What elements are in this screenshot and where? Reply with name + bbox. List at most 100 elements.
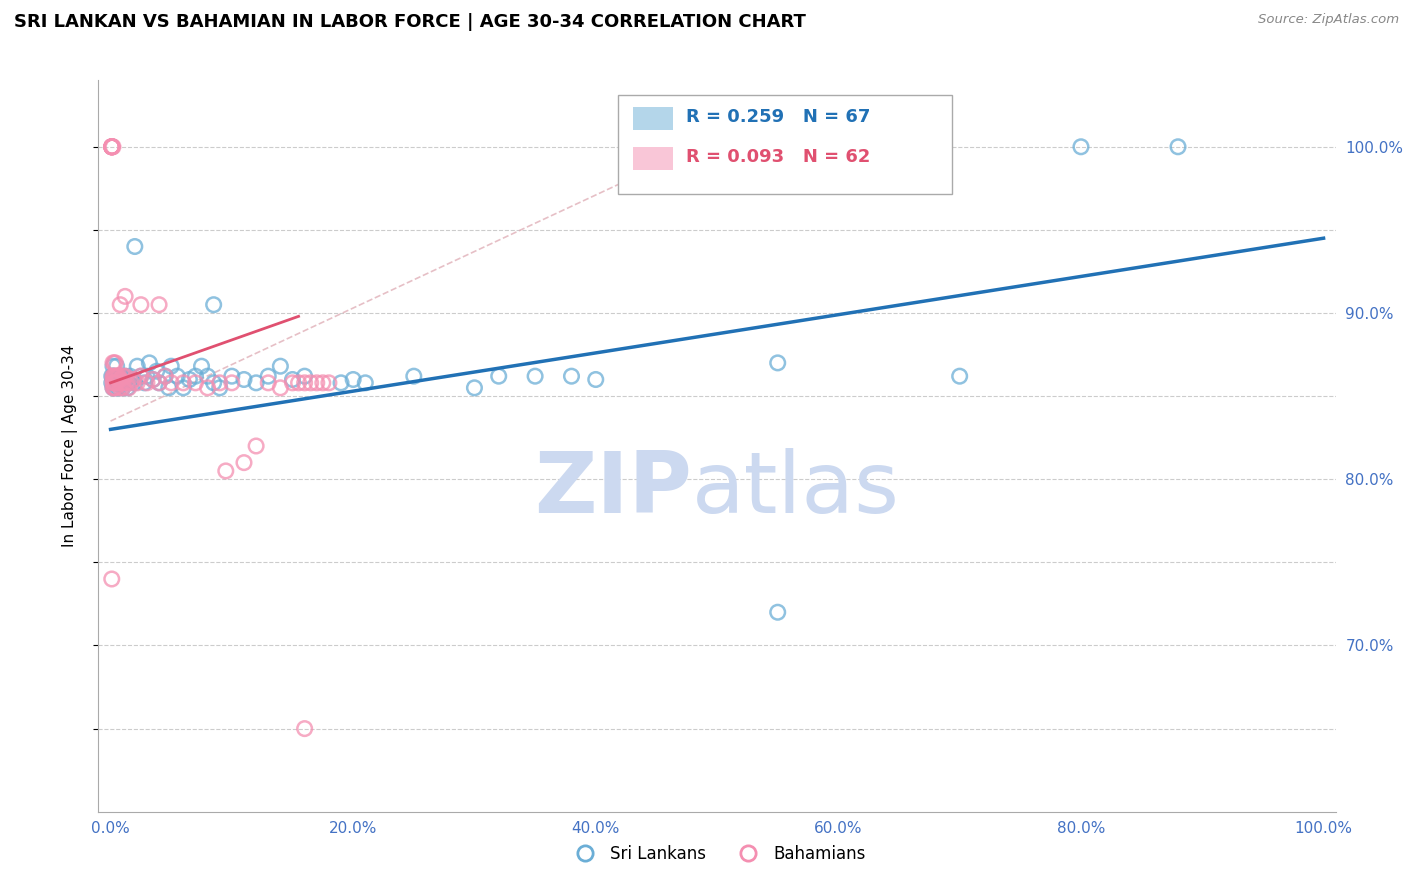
Point [114,369,136,384]
Point [122,372,145,386]
Point [221,376,243,390]
Point [208,376,231,390]
Point [269,359,291,374]
Point [105,381,128,395]
Text: SRI LANKAN VS BAHAMIAN IN LABOR FORCE | AGE 30-34 CORRELATION CHART: SRI LANKAN VS BAHAMIAN IN LABOR FORCE | … [14,13,806,31]
Point [101,376,124,390]
Point [105,376,128,390]
Point [104,381,127,395]
Point [184,376,207,390]
Point [124,239,146,253]
Point [305,376,328,390]
Point [172,376,194,390]
Point [103,369,125,384]
Point [107,372,129,386]
Point [148,298,170,312]
Point [524,369,547,384]
Point [138,356,160,370]
Point [110,369,132,384]
Point [560,369,582,384]
Point [101,381,124,395]
Point [104,376,127,390]
Point [342,372,364,386]
Point [949,369,972,384]
Point [112,376,135,390]
Text: atlas: atlas [692,449,900,532]
Point [221,369,243,384]
Point [281,376,304,390]
Point [299,376,322,390]
Point [318,376,340,390]
Point [107,376,129,390]
Point [115,376,138,390]
Y-axis label: In Labor Force | Age 30-34: In Labor Force | Age 30-34 [62,344,77,548]
Point [101,359,124,374]
Text: R = 0.093   N = 62: R = 0.093 N = 62 [686,148,870,166]
Point [142,372,165,386]
Point [1070,140,1092,154]
Point [120,376,142,390]
Point [103,381,125,395]
Point [766,356,789,370]
Point [117,381,139,395]
Point [233,456,256,470]
Point [100,140,122,154]
Point [111,369,134,384]
Point [145,364,167,378]
Point [463,381,485,395]
Point [114,289,136,303]
Point [160,359,183,374]
Point [148,376,170,390]
Point [118,369,141,384]
Point [103,356,125,370]
Point [100,376,122,390]
Point [134,376,156,390]
Point [100,140,122,154]
Point [110,298,132,312]
Point [105,369,128,384]
Point [110,376,132,390]
Point [160,376,183,390]
Legend: Sri Lankans, Bahamians: Sri Lankans, Bahamians [562,838,872,869]
Point [101,140,124,154]
Point [104,356,127,370]
Point [153,369,176,384]
Point [110,369,132,384]
Point [114,369,136,384]
Point [281,372,304,386]
Point [107,369,129,384]
Point [105,359,128,374]
Point [100,369,122,384]
Point [153,369,176,384]
Point [105,376,128,390]
Point [294,369,316,384]
Point [108,381,131,395]
Point [233,372,256,386]
Point [108,376,131,390]
Point [354,376,377,390]
Point [129,298,152,312]
Text: ZIP: ZIP [534,449,692,532]
Point [269,381,291,395]
Point [215,464,238,478]
Point [179,372,201,386]
Point [101,356,124,370]
Point [127,376,149,390]
Point [245,439,267,453]
Point [100,572,122,586]
Bar [633,147,672,170]
Point [294,722,316,736]
Point [121,372,143,386]
Point [103,381,125,395]
Point [101,381,124,395]
Point [142,372,165,386]
Point [585,372,607,386]
Point [110,376,132,390]
Text: R = 0.259   N = 67: R = 0.259 N = 67 [686,108,870,126]
Point [190,359,212,374]
Point [202,376,225,390]
Point [103,369,125,384]
Text: Source: ZipAtlas.com: Source: ZipAtlas.com [1258,13,1399,27]
Point [129,369,152,384]
Point [488,369,510,384]
